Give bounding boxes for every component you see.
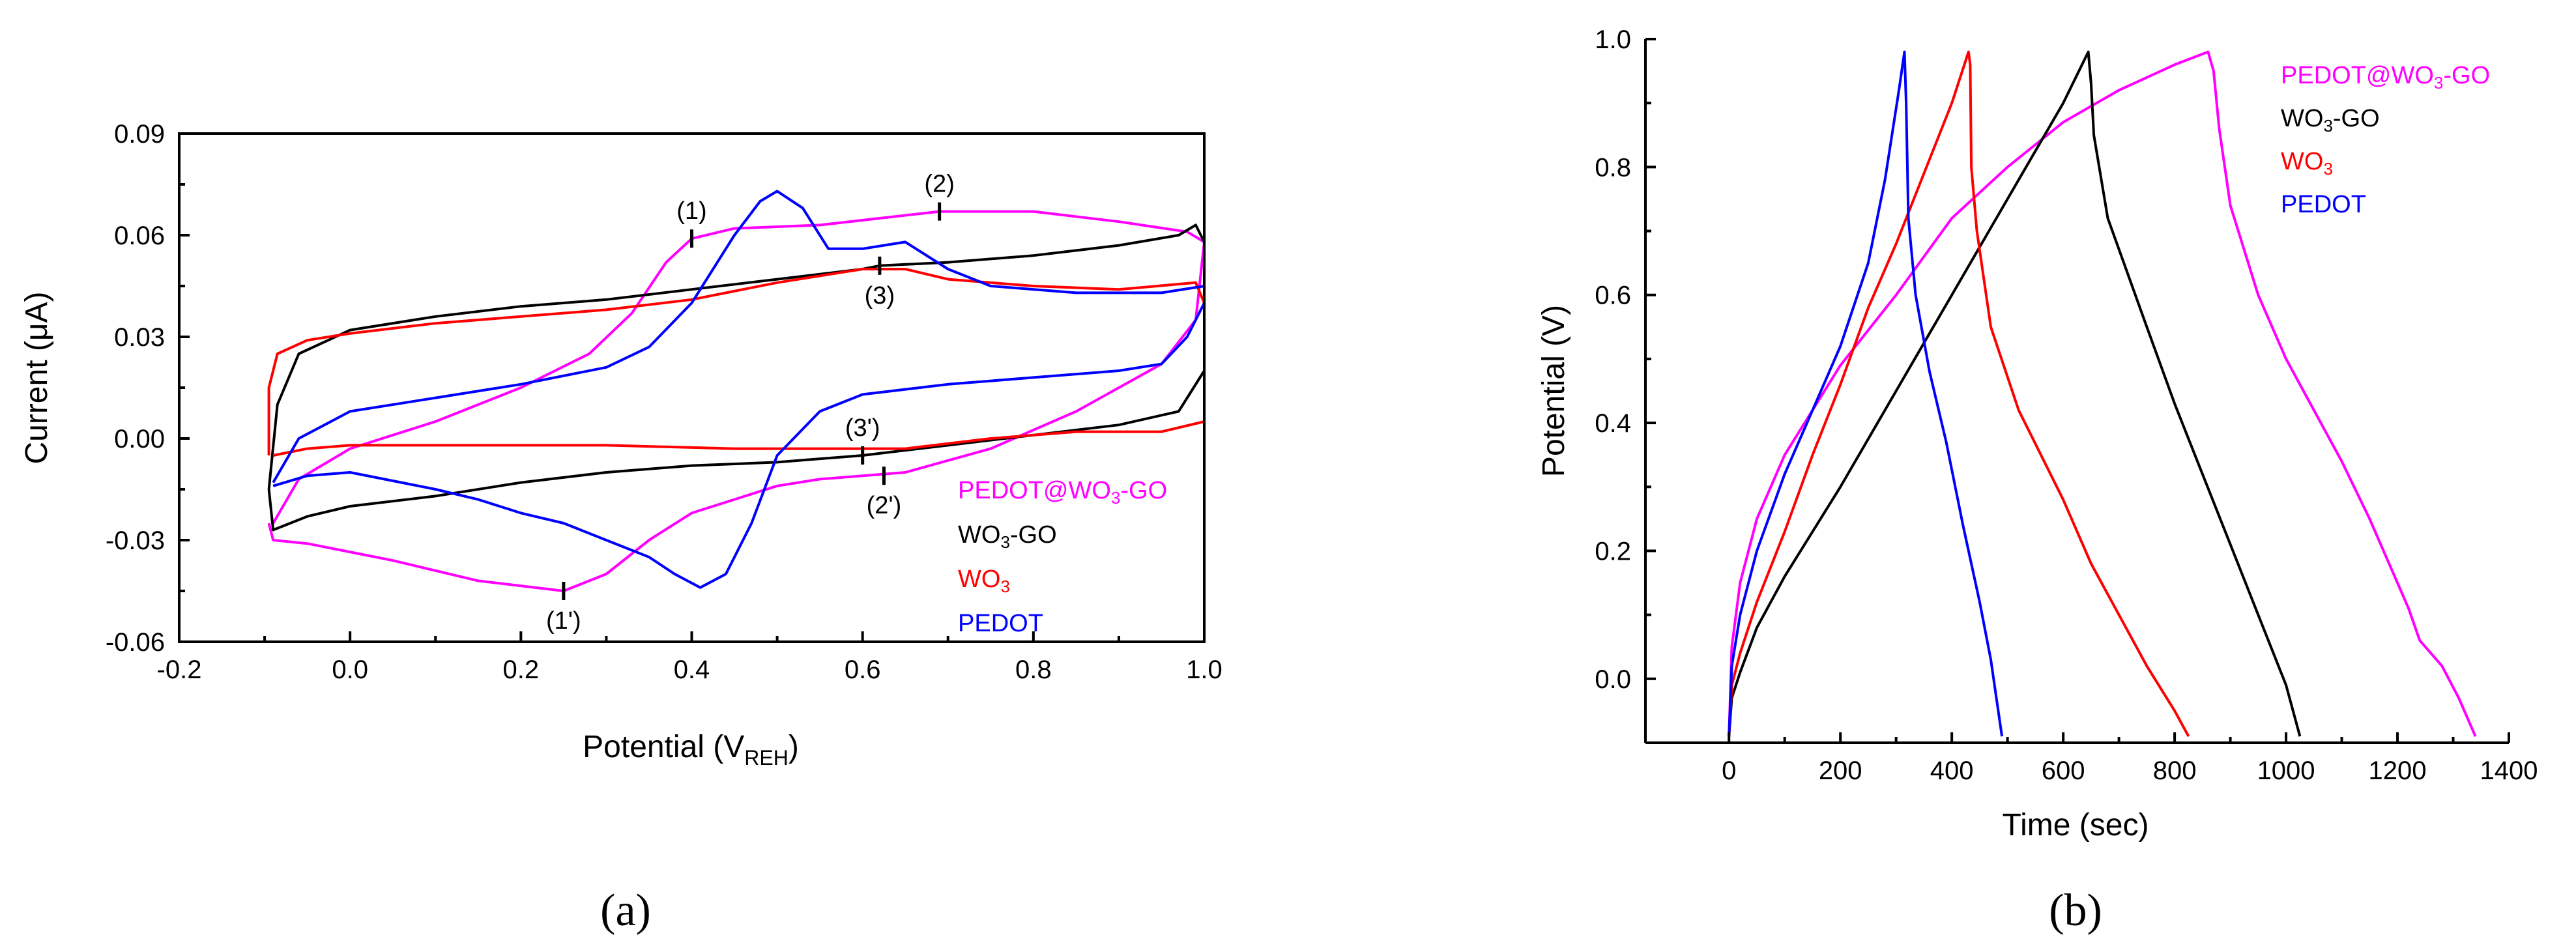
panel-b-series-pedot: [1728, 50, 2004, 737]
panel-a-y-tick-label: 0.03: [114, 323, 165, 352]
panel-b-y-tick-label: 0.2: [1595, 537, 1631, 566]
panel-a-annotation-label: (1'): [546, 607, 581, 635]
panel-b-legend-wo3: WO3: [2281, 148, 2333, 179]
panel-a-x-tick-label: 0.8: [1015, 655, 1052, 684]
panel-a-x-tick-label: 0.4: [674, 655, 710, 684]
panel-b-y-tick-label: 0.8: [1595, 153, 1631, 182]
panel-b-caption: (b): [2049, 885, 2102, 936]
panel-a-x-tick-label: -0.2: [157, 655, 202, 684]
panel-b-legend: PEDOT@WO3-GO WO3-GO WO3 PEDOT: [2281, 62, 2490, 218]
panel-b-legend-pedot: PEDOT: [2281, 191, 2366, 218]
panel-b-legend-wo3-go: WO3-GO: [2281, 105, 2380, 136]
panel-a-series-wo3: [267, 268, 1206, 457]
panel-a-x-tick-label: 0.6: [845, 655, 881, 684]
panel-a-caption: (a): [600, 885, 651, 936]
panel-b-y-tick-label: 0.0: [1595, 665, 1631, 694]
panel-b-y-tick-label: 0.6: [1595, 281, 1631, 310]
panel-a-y-axis-label: Current (μA): [20, 291, 54, 464]
panel-b-series-wo3-go: [1728, 50, 2302, 737]
panel-b-x-tick-label: 200: [1819, 756, 1862, 785]
panel-a-legend-wo3-go: WO3-GO: [958, 521, 1057, 552]
panel-a-y-tick-label: 0.09: [114, 120, 165, 149]
panel-b-x-tick-label: 800: [2153, 756, 2197, 785]
panel-a-legend-pedot: PEDOT: [958, 610, 1043, 637]
panel-a-x-tick-label: 0.2: [503, 655, 540, 684]
panel-b-series-wo3: [1728, 50, 2190, 738]
panel-a-curves: [267, 190, 1206, 592]
panel-a-axes: -0.2 0.0 0.2 0.4 0.6 0.8 1.0 -0.06 -0.03 0.00 0.03…: [106, 120, 1223, 684]
panel-a-annotation-label: (2): [924, 171, 954, 198]
panel-a-x-label-sub: REH: [744, 746, 789, 769]
panel-a-x-tick-label: 0.0: [332, 655, 368, 684]
panel-a-x-label-main: Potential (V: [583, 730, 744, 764]
panel-a-y-tick-label: 0.00: [114, 425, 165, 453]
panel-a-chart: -0.2 0.0 0.2 0.4 0.6 0.8 1.0 -0.06 -0.03 0.00 0.03…: [20, 120, 1223, 936]
panel-a-y-tick-label: -0.03: [106, 526, 165, 555]
panel-a-annotation-label: (3'): [845, 414, 880, 442]
panel-a-annotation-label: (1): [676, 197, 706, 225]
panel-b-x-tick-label: 400: [1930, 756, 1974, 785]
panel-a-x-label-close: ): [789, 730, 799, 764]
panel-b-y-axis-label: Potential (V): [1537, 305, 1571, 477]
panel-b-chart: 0 200 400 600 800 1000 1200 1400 0.0 0.2 0.4 0.6 0.8…: [1537, 25, 2538, 936]
panel-b-x-tick-label: 0: [1722, 756, 1736, 785]
panel-b-axes: 0 200 400 600 800 1000 1200 1400 0.0 0.2 0.4 0.6 0.8…: [1595, 25, 2538, 785]
panel-a-x-axis-label: Potential (VREH): [583, 730, 799, 769]
panel-b-x-tick-label: 600: [2042, 756, 2085, 785]
panel-a-legend: PEDOT@WO3-GO WO3-GO WO3 PEDOT: [958, 477, 1167, 637]
panel-b-x-tick-label: 1000: [2257, 756, 2315, 785]
panel-b-curves: [1728, 50, 2477, 738]
panel-b-y-tick-label: 0.4: [1595, 409, 1631, 438]
panel-a-x-tick-label: 1.0: [1186, 655, 1223, 684]
panel-b-x-axis-label: Time (sec): [2003, 808, 2149, 842]
panel-a-y-tick-label: -0.06: [106, 628, 165, 657]
panel-b-x-tick-label: 1200: [2369, 756, 2427, 785]
panel-b-x-tick-label: 1400: [2480, 756, 2538, 785]
panel-b-series-pedot-wo3-go: [1728, 50, 2477, 737]
panel-a-y-tick-label: 0.06: [114, 222, 165, 250]
panel-a-legend-wo3: WO3: [958, 566, 1010, 596]
panel-b-y-tick-label: 1.0: [1595, 25, 1631, 54]
panel-a-legend-pedot-wo3-go: PEDOT@WO3-GO: [958, 477, 1167, 508]
panel-b-legend-pedot-wo3-go: PEDOT@WO3-GO: [2281, 62, 2490, 93]
panel-a-annotation-label: (3): [865, 282, 895, 309]
panel-a-annotations: (1) (2) (3) (1') (2') (3'): [546, 171, 955, 635]
panel-a-series-pedot: [272, 190, 1206, 589]
panel-a-annotation-label: (2'): [867, 492, 902, 519]
panel-a-series-wo3-go: [267, 223, 1206, 532]
